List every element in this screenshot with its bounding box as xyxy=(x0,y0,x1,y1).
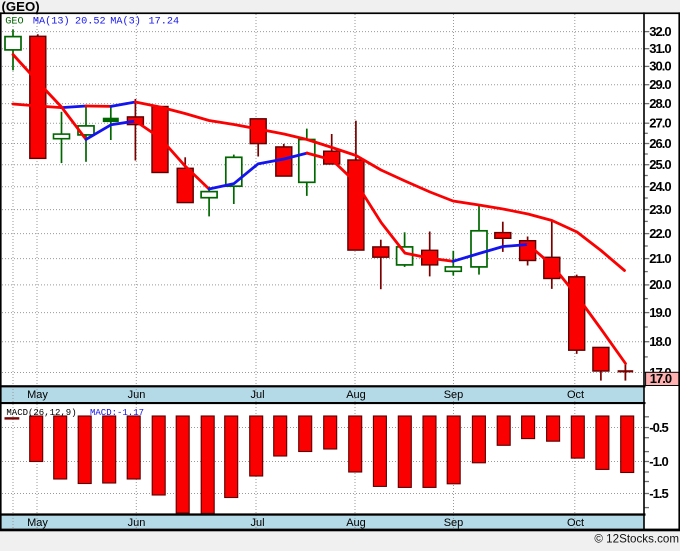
svg-text:18.0: 18.0 xyxy=(649,334,671,349)
svg-text:-1.5: -1.5 xyxy=(649,486,668,501)
svg-text:Sep: Sep xyxy=(444,517,464,529)
svg-text:Oct: Oct xyxy=(567,389,584,401)
svg-text:29.0: 29.0 xyxy=(649,77,671,92)
svg-text:-1.0: -1.0 xyxy=(649,454,668,469)
svg-text:May: May xyxy=(27,517,48,529)
svg-text:MA(3): MA(3) xyxy=(110,15,141,27)
svg-text:Aug: Aug xyxy=(346,389,366,401)
svg-text:21.0: 21.0 xyxy=(649,251,671,266)
svg-text:31.0: 31.0 xyxy=(649,41,671,56)
svg-text:Oct: Oct xyxy=(567,517,584,529)
svg-text:23.0: 23.0 xyxy=(649,202,671,217)
svg-text:28.0: 28.0 xyxy=(649,96,671,111)
svg-text:Jun: Jun xyxy=(128,389,146,401)
svg-text:20.52: 20.52 xyxy=(75,16,106,27)
svg-text:26.0: 26.0 xyxy=(649,136,671,151)
svg-text:27.0: 27.0 xyxy=(649,116,671,131)
svg-text:Sep: Sep xyxy=(444,389,464,401)
svg-text:© 12Stocks.com: © 12Stocks.com xyxy=(594,532,679,545)
svg-text:May: May xyxy=(27,389,48,401)
svg-text:MACD:-1.17: MACD:-1.17 xyxy=(90,408,144,418)
svg-text:17.0: 17.0 xyxy=(650,371,672,386)
svg-text:17.24: 17.24 xyxy=(149,16,180,27)
svg-text:-0.5: -0.5 xyxy=(649,420,668,435)
svg-text:Jul: Jul xyxy=(250,389,264,401)
svg-text:24.0: 24.0 xyxy=(649,179,671,194)
svg-text:MACD(26,12,9): MACD(26,12,9) xyxy=(6,408,76,418)
svg-text:32.0: 32.0 xyxy=(649,24,671,39)
svg-text:25.0: 25.0 xyxy=(649,157,671,172)
svg-text:Jul: Jul xyxy=(250,517,264,529)
svg-text:20.0: 20.0 xyxy=(649,277,671,292)
svg-text:22.0: 22.0 xyxy=(649,226,671,241)
svg-text:(GEO): (GEO) xyxy=(2,0,40,14)
svg-text:Aug: Aug xyxy=(346,517,366,529)
svg-text:GEO: GEO xyxy=(5,16,23,27)
svg-text:19.0: 19.0 xyxy=(649,305,671,320)
svg-text:Jun: Jun xyxy=(128,517,146,529)
svg-text:30.0: 30.0 xyxy=(649,59,671,74)
svg-text:MA(13): MA(13) xyxy=(33,15,70,27)
